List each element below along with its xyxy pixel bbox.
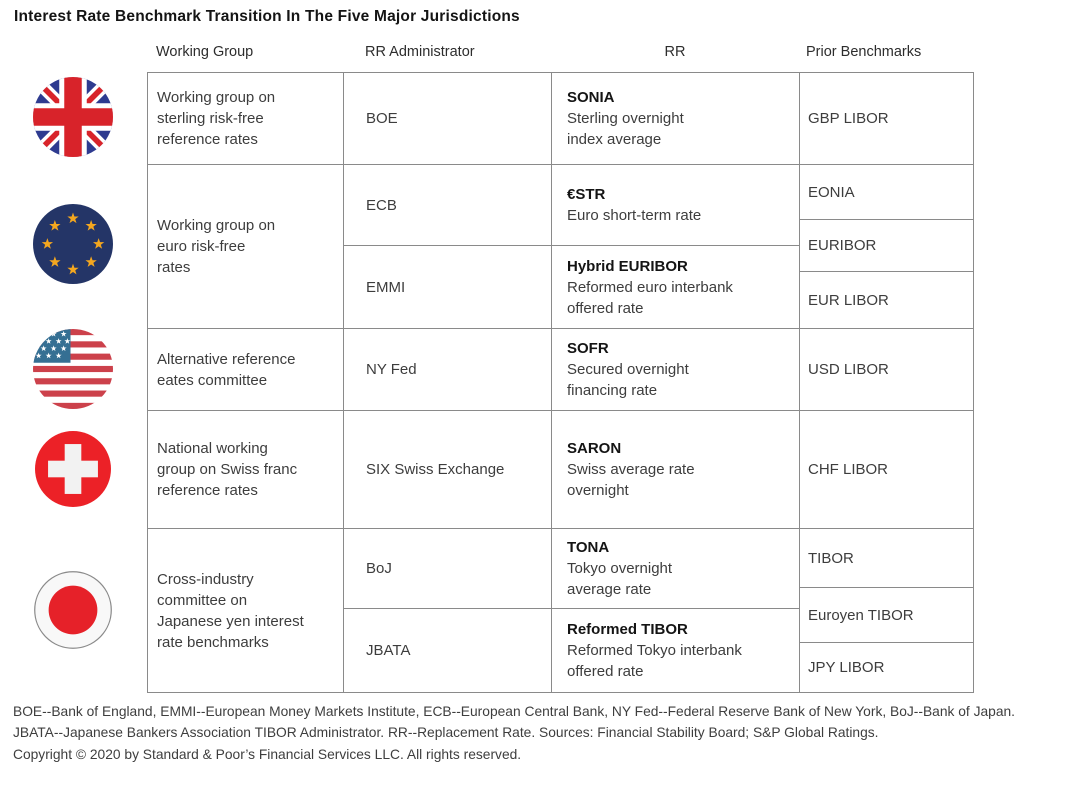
working-group-eu-text: Working group on euro risk-free rates bbox=[157, 217, 276, 276]
prior-chf-libor-text: CHF LIBOR bbox=[808, 461, 889, 478]
cell-prior-chf-libor: CHF LIBOR bbox=[800, 411, 974, 529]
cell-working-group-jp: Cross-industry committee on Japanese yen… bbox=[148, 529, 344, 693]
cell-prior-eur-libor: EUR LIBOR bbox=[800, 272, 974, 329]
working-group-us-text: Alternative reference eates committee bbox=[157, 350, 296, 389]
prior-jpy-libor-text: JPY LIBOR bbox=[808, 659, 885, 676]
cell-prior-tibor: TIBOR bbox=[800, 529, 974, 588]
column-header-rr-administrator: RR Administrator bbox=[365, 44, 475, 60]
cell-prior-euroyen-tibor: Euroyen TIBOR bbox=[800, 588, 974, 643]
prior-gbp-libor-text: GBP LIBOR bbox=[808, 110, 889, 127]
cell-working-group-eu: Working group on euro risk-free rates bbox=[148, 165, 344, 329]
rr-tona-desc: Tokyo overnight average rate bbox=[567, 560, 673, 598]
prior-euribor-text: EURIBOR bbox=[808, 237, 877, 254]
rr-sonia-name: SONIA bbox=[567, 89, 615, 106]
rr-sofr-name: SOFR bbox=[567, 340, 609, 357]
rr-hybrid-euribor-desc: Reformed euro interbank offered rate bbox=[567, 278, 733, 317]
rr-sofr-desc: Secured overnight financing rate bbox=[567, 361, 689, 399]
administrator-nyfed-text: NY Fed bbox=[366, 361, 417, 378]
eu-flag-icon bbox=[33, 204, 113, 284]
rr-saron-desc: Swiss average rate overnight bbox=[567, 461, 695, 499]
cell-working-group-uk: Working group on sterling risk-free refe… bbox=[148, 73, 344, 165]
prior-tibor-text: TIBOR bbox=[808, 549, 854, 567]
rr-estr-desc: Euro short-term rate bbox=[567, 207, 702, 224]
footnote-text: BOE--Bank of England, EMMI--European Mon… bbox=[13, 704, 1016, 740]
cell-administrator-six: SIX Swiss Exchange bbox=[344, 411, 552, 529]
rr-sonia-desc: Sterling overnight index average bbox=[567, 110, 684, 148]
copyright-text: Copyright © 2020 by Standard & Poor’s Fi… bbox=[13, 747, 522, 762]
page-title: Interest Rate Benchmark Transition In Th… bbox=[14, 8, 520, 25]
cell-rr-tona: TONA Tokyo overnight average rate bbox=[552, 529, 800, 609]
rr-tona-name: TONA bbox=[567, 539, 610, 556]
prior-euroyen-tibor-text: Euroyen TIBOR bbox=[808, 606, 914, 624]
cell-prior-usd-libor: USD LIBOR bbox=[800, 329, 974, 411]
footnote-block: BOE--Bank of England, EMMI--European Mon… bbox=[13, 701, 1057, 765]
administrator-six-text: SIX Swiss Exchange bbox=[366, 461, 505, 478]
cell-working-group-us: Alternative reference eates committee bbox=[148, 329, 344, 411]
cell-administrator-nyfed: NY Fed bbox=[344, 329, 552, 411]
cell-administrator-jbata: JBATA bbox=[344, 609, 552, 693]
cell-rr-sofr: SOFR Secured overnight financing rate bbox=[552, 329, 800, 411]
benchmark-table: Working group on sterling risk-free refe… bbox=[147, 72, 974, 693]
us-flag-icon bbox=[33, 329, 113, 409]
cell-rr-reformed-tibor: Reformed TIBOR Reformed Tokyo interbank … bbox=[552, 609, 800, 693]
switzerland-flag-icon bbox=[35, 431, 111, 507]
administrator-boj-text: BoJ bbox=[366, 560, 392, 577]
cell-rr-saron: SARON Swiss average rate overnight bbox=[552, 411, 800, 529]
working-group-ch-text: National working group on Swiss franc re… bbox=[157, 440, 298, 499]
column-header-rr: RR bbox=[664, 44, 686, 60]
rr-estr-name: €STR bbox=[567, 186, 606, 203]
column-header-working-group: Working Group bbox=[156, 44, 254, 60]
working-group-uk-text: Working group on sterling risk-free refe… bbox=[157, 89, 276, 148]
column-header-prior-benchmarks: Prior Benchmarks bbox=[806, 44, 922, 60]
rr-saron-name: SARON bbox=[567, 440, 622, 457]
administrator-ecb-text: ECB bbox=[366, 196, 397, 214]
cell-prior-gbp-libor: GBP LIBOR bbox=[800, 73, 974, 165]
cell-rr-sonia: SONIA Sterling overnight index average bbox=[552, 73, 800, 165]
cell-rr-estr: €STR Euro short-term rate bbox=[552, 165, 800, 246]
cell-rr-hybrid-euribor: Hybrid EURIBOR Reformed euro interbank o… bbox=[552, 246, 800, 329]
prior-eonia-text: EONIA bbox=[808, 183, 855, 201]
rr-reformed-tibor-name: Reformed TIBOR bbox=[567, 621, 688, 638]
working-group-jp-text: Cross-industry committee on Japanese yen… bbox=[157, 570, 304, 651]
cell-administrator-ecb: ECB bbox=[344, 165, 552, 246]
uk-flag-icon bbox=[33, 77, 113, 157]
cell-prior-jpy-libor: JPY LIBOR bbox=[800, 643, 974, 693]
prior-eur-libor-text: EUR LIBOR bbox=[808, 291, 889, 309]
cell-administrator-boe: BOE bbox=[344, 73, 552, 165]
rr-hybrid-euribor-name: Hybrid EURIBOR bbox=[567, 257, 688, 275]
cell-prior-euribor: EURIBOR bbox=[800, 220, 974, 272]
cell-administrator-boj: BoJ bbox=[344, 529, 552, 609]
administrator-jbata-text: JBATA bbox=[366, 642, 411, 659]
administrator-boe-text: BOE bbox=[366, 110, 398, 127]
japan-flag-icon bbox=[34, 571, 112, 649]
prior-usd-libor-text: USD LIBOR bbox=[808, 361, 889, 378]
cell-administrator-emmi: EMMI bbox=[344, 246, 552, 329]
cell-working-group-ch: National working group on Swiss franc re… bbox=[148, 411, 344, 529]
rr-reformed-tibor-desc: Reformed Tokyo interbank offered rate bbox=[567, 642, 742, 680]
administrator-emmi-text: EMMI bbox=[366, 278, 406, 296]
cell-prior-eonia: EONIA bbox=[800, 165, 974, 220]
